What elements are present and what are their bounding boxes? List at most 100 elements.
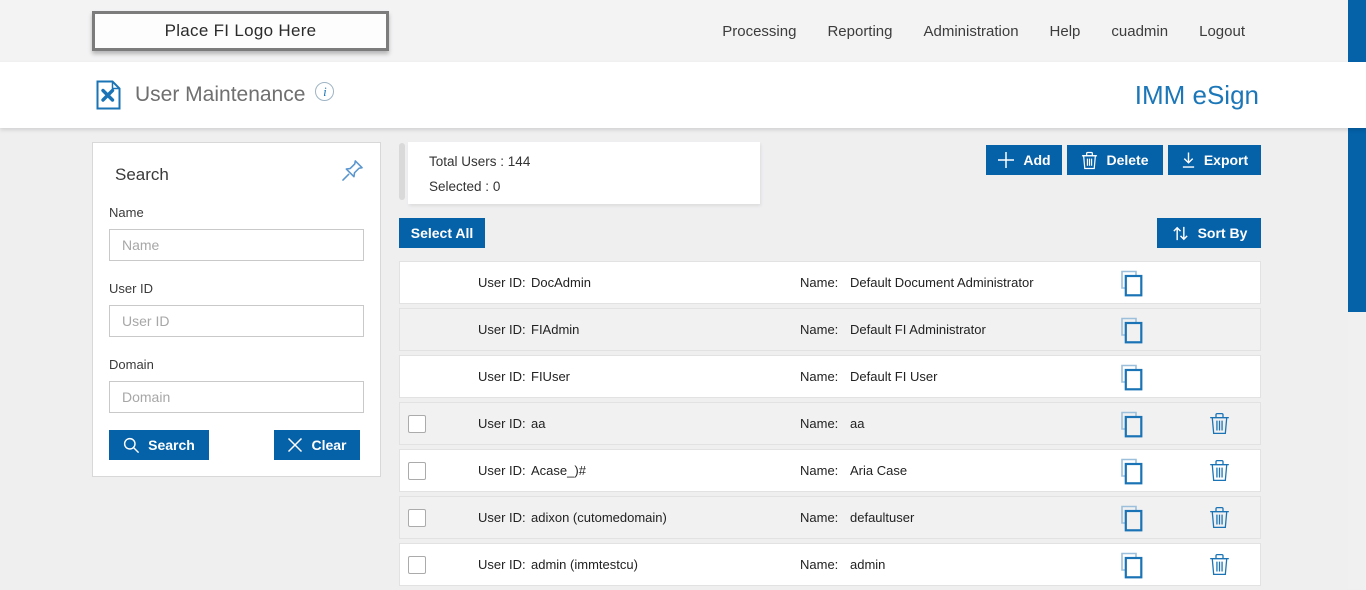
copy-user-button[interactable] bbox=[1120, 505, 1143, 532]
user-id-value: adixon (cutomedomain) bbox=[531, 510, 667, 525]
copy-icon bbox=[1121, 552, 1143, 579]
selected-value: 0 bbox=[492, 179, 501, 194]
name-field-label: Name bbox=[109, 205, 144, 220]
name-field[interactable] bbox=[109, 229, 364, 261]
delete-user-button[interactable] bbox=[1209, 505, 1230, 530]
brand-logo-text: IMM eSign bbox=[1134, 79, 1259, 110]
name-value: aa bbox=[850, 416, 865, 431]
name-value: Aria Case bbox=[850, 463, 908, 478]
nav-item-administration[interactable]: Administration bbox=[923, 22, 1019, 40]
top-bar: Place FI Logo Here Processing Reporting … bbox=[0, 0, 1366, 62]
name-value: Default FI Administrator bbox=[850, 322, 986, 337]
copy-icon bbox=[1121, 364, 1143, 391]
search-buttons-row: Search Clear bbox=[109, 430, 364, 460]
name-value: defaultuser bbox=[850, 510, 915, 525]
nav-item-processing[interactable]: Processing bbox=[722, 22, 797, 40]
name-label: Name: bbox=[800, 557, 839, 572]
user-id-value: admin (immtestcu) bbox=[531, 557, 638, 572]
select-all-button[interactable]: Select All bbox=[399, 218, 485, 248]
name-value: Default Document Administrator bbox=[850, 275, 1034, 290]
nav-item-cuadmin[interactable]: cuadmin bbox=[1111, 22, 1169, 40]
nav-item-help[interactable]: Help bbox=[1049, 22, 1081, 40]
user-id-value: DocAdmin bbox=[531, 275, 591, 290]
copy-user-button[interactable] bbox=[1120, 411, 1143, 438]
table-row[interactable]: User ID: aa Name: aa bbox=[399, 402, 1261, 445]
info-icon[interactable]: i bbox=[315, 82, 335, 101]
copy-user-button[interactable] bbox=[1120, 270, 1143, 297]
table-row[interactable]: User ID: FIAdmin Name: Default FI Admini… bbox=[399, 308, 1261, 351]
delete-users-button[interactable]: Delete bbox=[1067, 145, 1163, 175]
name-value: admin bbox=[850, 557, 886, 572]
delete-user-button[interactable] bbox=[1209, 552, 1230, 577]
name-label: Name: bbox=[800, 416, 839, 431]
clear-button[interactable]: Clear bbox=[274, 430, 360, 460]
main-panel: Total Users : 144 Selected : 0 Add bbox=[399, 142, 1261, 590]
row-checkbox[interactable] bbox=[408, 555, 426, 574]
table-row[interactable]: User ID: DocAdmin Name: Default Document… bbox=[399, 261, 1261, 304]
export-button[interactable]: Export bbox=[1168, 145, 1261, 175]
table-row[interactable]: User ID: adixon (cutomedomain) Name: def… bbox=[399, 496, 1261, 539]
stats-scroll-strip bbox=[399, 143, 405, 200]
user-id-label: User ID: bbox=[478, 557, 526, 572]
search-field-domain: Domain bbox=[109, 357, 364, 413]
user-id-label: User ID: bbox=[478, 369, 526, 384]
copy-user-button[interactable] bbox=[1120, 458, 1143, 485]
nav-item-reporting[interactable]: Reporting bbox=[827, 22, 893, 40]
trash-icon bbox=[1210, 553, 1229, 576]
copy-icon bbox=[1121, 458, 1143, 485]
name-label: Name: bbox=[800, 463, 839, 478]
list-controls-row: Select All Sort By bbox=[399, 218, 1261, 248]
name-label: Name: bbox=[800, 322, 839, 337]
row-checkbox[interactable] bbox=[408, 414, 426, 433]
name-label: Name: bbox=[800, 275, 839, 290]
copy-icon bbox=[1121, 317, 1143, 344]
copy-user-button[interactable] bbox=[1120, 364, 1143, 391]
copy-icon bbox=[1121, 505, 1143, 532]
user-list: User ID: DocAdmin Name: Default Document… bbox=[399, 261, 1261, 586]
trash-icon bbox=[1082, 151, 1098, 169]
copy-user-button[interactable] bbox=[1120, 552, 1143, 579]
trash-icon bbox=[1210, 412, 1229, 435]
user-id-label: User ID: bbox=[478, 463, 526, 478]
table-row[interactable]: User ID: Acase_)# Name: Aria Case bbox=[399, 449, 1261, 492]
domain-field[interactable] bbox=[109, 381, 364, 413]
user-id-label: User ID: bbox=[478, 510, 526, 525]
table-row[interactable]: User ID: FIUser Name: Default FI User bbox=[399, 355, 1261, 398]
userid-field[interactable] bbox=[109, 305, 364, 337]
content-area: Search Name User ID Domain Search bbox=[0, 128, 1366, 590]
name-value: Default FI User bbox=[850, 369, 938, 384]
search-panel-title: Search bbox=[115, 165, 169, 184]
add-user-button[interactable]: Add bbox=[986, 145, 1062, 175]
stats-card: Total Users : 144 Selected : 0 bbox=[408, 142, 760, 204]
total-users-value: 144 bbox=[507, 154, 531, 169]
delete-user-button[interactable] bbox=[1209, 458, 1230, 483]
fi-logo-placeholder: Place FI Logo Here bbox=[92, 11, 389, 51]
search-button[interactable]: Search bbox=[109, 430, 209, 460]
top-actions: Add Delete Export bbox=[986, 145, 1261, 204]
user-id-label: User ID: bbox=[478, 275, 526, 290]
sort-by-button[interactable]: Sort By bbox=[1157, 218, 1261, 248]
total-users-label: Total Users : bbox=[429, 154, 505, 169]
copy-user-button[interactable] bbox=[1120, 317, 1143, 344]
page-title: User Maintenance bbox=[135, 83, 306, 106]
user-id-value: FIAdmin bbox=[531, 322, 580, 337]
pin-icon[interactable] bbox=[339, 157, 366, 184]
delete-user-button[interactable] bbox=[1209, 411, 1230, 436]
userid-field-label: User ID bbox=[109, 281, 154, 296]
table-row[interactable]: User ID: admin (immtestcu) Name: admin bbox=[399, 543, 1261, 586]
nav-item-logout[interactable]: Logout bbox=[1199, 22, 1245, 40]
search-icon bbox=[124, 437, 140, 453]
name-label: Name: bbox=[800, 369, 839, 384]
sort-arrows-icon bbox=[1172, 226, 1188, 240]
page-header-bar: User Maintenance i IMM eSign bbox=[0, 62, 1366, 128]
row-checkbox[interactable] bbox=[408, 508, 426, 527]
scrollbar-thumb[interactable] bbox=[1348, 0, 1366, 312]
plus-icon bbox=[998, 152, 1015, 168]
download-icon bbox=[1182, 152, 1194, 168]
user-id-value: aa bbox=[531, 416, 546, 431]
copy-icon bbox=[1121, 411, 1143, 438]
trash-icon bbox=[1210, 506, 1229, 529]
user-id-value: Acase_)# bbox=[531, 463, 586, 478]
user-id-value: FIUser bbox=[531, 369, 570, 384]
row-checkbox[interactable] bbox=[408, 461, 426, 480]
